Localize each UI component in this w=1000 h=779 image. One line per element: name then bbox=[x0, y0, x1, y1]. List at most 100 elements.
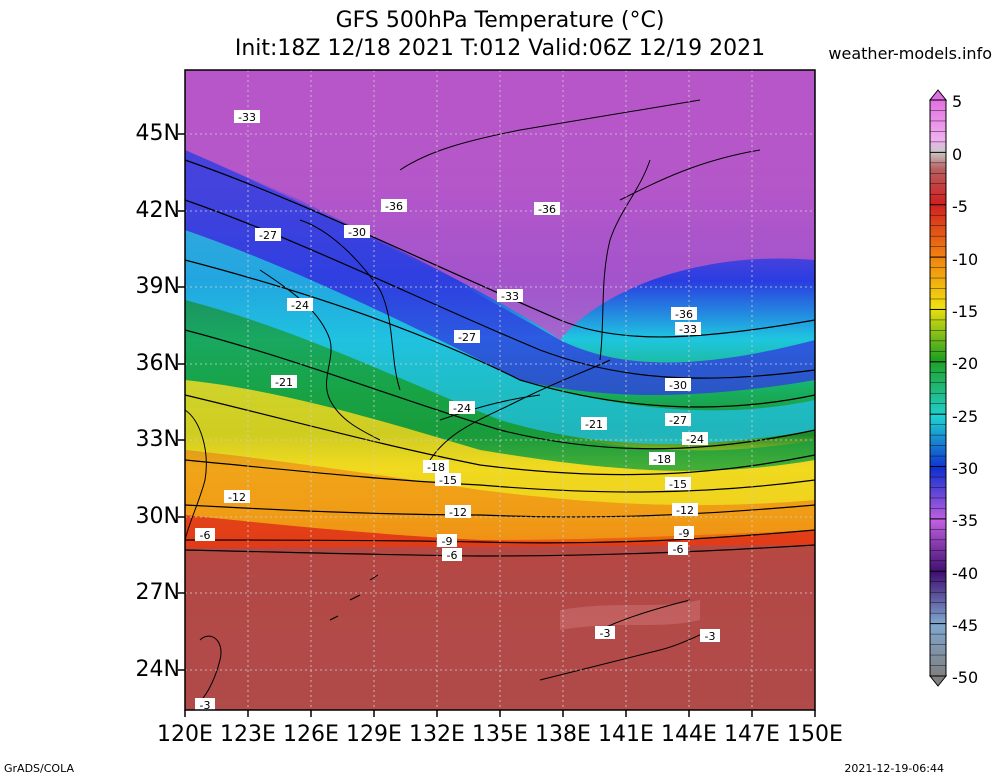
contour-label-bg bbox=[581, 417, 607, 430]
lon-label: 138E bbox=[535, 722, 591, 747]
contour-label: -15 bbox=[439, 474, 457, 487]
lat-label: 33N bbox=[135, 427, 180, 452]
contour-label: -6 bbox=[200, 529, 211, 542]
lat-label: 30N bbox=[135, 504, 180, 529]
contour-label: -33 bbox=[679, 323, 697, 336]
footer-credit: GrADS/COLA bbox=[4, 762, 74, 775]
colorbar-label: -10 bbox=[952, 250, 979, 269]
contour-label: -3 bbox=[705, 630, 716, 643]
contour-label: -36 bbox=[675, 308, 693, 321]
lon-label: 141E bbox=[598, 722, 654, 747]
lat-label: 36N bbox=[135, 351, 180, 376]
contour-label: -15 bbox=[669, 478, 687, 491]
contour-label: -36 bbox=[385, 200, 403, 213]
axis-ticks bbox=[178, 133, 816, 717]
contour-label-bg bbox=[700, 629, 720, 642]
contour-label-bg bbox=[445, 505, 471, 518]
contour-label: -3 bbox=[600, 627, 611, 640]
contour-label: -24 bbox=[453, 402, 471, 415]
colorbar-label: 0 bbox=[952, 145, 963, 164]
contour-label-bg bbox=[234, 110, 260, 123]
colorbar bbox=[928, 89, 948, 687]
lat-label: 39N bbox=[135, 274, 180, 299]
contour-label: -12 bbox=[228, 491, 246, 504]
coastlines bbox=[184, 99, 761, 706]
lon-label: 120E bbox=[157, 722, 213, 747]
contour-label-bg bbox=[255, 228, 281, 241]
contour-label-bg bbox=[674, 526, 694, 539]
lon-label: 144E bbox=[661, 722, 717, 747]
map-title: GFS 500hPa Temperature (°C) bbox=[335, 8, 665, 33]
colorbar-label: -5 bbox=[952, 197, 968, 216]
contour-label: -6 bbox=[447, 549, 458, 562]
lon-label: 135E bbox=[472, 722, 528, 747]
contour-label: -27 bbox=[259, 229, 277, 242]
contour-label: -3 bbox=[200, 699, 211, 712]
contour-label-bg bbox=[534, 202, 560, 215]
contour-label-bg bbox=[195, 528, 215, 541]
contour-label: -12 bbox=[449, 506, 467, 519]
contour-label-bg bbox=[665, 378, 691, 391]
lon-label: 147E bbox=[724, 722, 780, 747]
lon-label: 129E bbox=[346, 722, 402, 747]
contour-label: -12 bbox=[676, 504, 694, 517]
lat-label: 42N bbox=[135, 198, 180, 223]
lon-label: 126E bbox=[283, 722, 339, 747]
footer-timestamp: 2021-12-19-06:44 bbox=[844, 762, 944, 775]
contour-label-bg bbox=[381, 199, 407, 212]
contour-label-bg bbox=[224, 490, 250, 503]
contour-label-bg bbox=[665, 413, 691, 426]
contour-label: -33 bbox=[501, 290, 519, 303]
contour-label-bg bbox=[668, 542, 688, 555]
contour-label-bg bbox=[442, 548, 462, 561]
lat-label: 27N bbox=[135, 580, 180, 605]
contour-label: -27 bbox=[458, 331, 476, 344]
contour-label-bg bbox=[682, 432, 708, 445]
contour-label: -18 bbox=[427, 461, 445, 474]
contour-label: -30 bbox=[348, 226, 366, 239]
colorbar-label: -25 bbox=[952, 407, 979, 426]
contour-label-bg bbox=[675, 322, 701, 335]
contour-label-bg bbox=[437, 534, 457, 547]
contour-label: -9 bbox=[679, 527, 690, 540]
site-name: weather-models.info bbox=[828, 44, 992, 63]
contour-label-bg bbox=[287, 298, 313, 311]
contour-label-bg bbox=[671, 307, 697, 320]
colorbar-label: -45 bbox=[952, 616, 979, 635]
contour-label-bg bbox=[665, 477, 691, 490]
contour-label-bg bbox=[649, 452, 675, 465]
contour-label: -18 bbox=[653, 453, 671, 466]
colorbar-label: -40 bbox=[952, 564, 979, 583]
contour-label-bg bbox=[344, 225, 370, 238]
contour-label: -30 bbox=[669, 379, 687, 392]
contour-label-bg bbox=[454, 330, 480, 343]
lon-label: 123E bbox=[220, 722, 276, 747]
colorbar-label: -30 bbox=[952, 459, 979, 478]
contour-label: -24 bbox=[291, 299, 309, 312]
contour-label-bg bbox=[672, 503, 698, 516]
contour-label: -33 bbox=[238, 111, 256, 124]
contour-label: -36 bbox=[538, 203, 556, 216]
contour-label-bg bbox=[497, 289, 523, 302]
contour-label-bg bbox=[435, 473, 461, 486]
colorbar-label: -50 bbox=[952, 668, 979, 687]
contour-label: -27 bbox=[669, 414, 687, 427]
contour-label: -24 bbox=[686, 433, 704, 446]
contour-label-bg bbox=[449, 401, 475, 414]
contour-label: -21 bbox=[585, 418, 603, 431]
lat-label: 24N bbox=[135, 657, 180, 682]
contour-label-bg bbox=[595, 626, 615, 639]
contour-label: -21 bbox=[275, 376, 293, 389]
contour-lines bbox=[184, 159, 816, 557]
lon-label: 132E bbox=[409, 722, 465, 747]
contour-label: -6 bbox=[673, 543, 684, 556]
colorbar-label: -15 bbox=[952, 302, 979, 321]
colorbar-label: 5 bbox=[952, 92, 963, 111]
colorbar-label: -35 bbox=[952, 511, 979, 530]
contour-label-bg bbox=[271, 375, 297, 388]
contour-label-bg bbox=[423, 460, 449, 473]
contour-labels: -36 -36 -36 -33 -33 -33 -30 -30 -27 -27 -27 -24 -24 -… bbox=[195, 110, 720, 712]
map-subtitle: Init:18Z 12/18 2021 T:012 Valid:06Z 12/1… bbox=[234, 36, 766, 61]
colorbar-label: -20 bbox=[952, 354, 979, 373]
